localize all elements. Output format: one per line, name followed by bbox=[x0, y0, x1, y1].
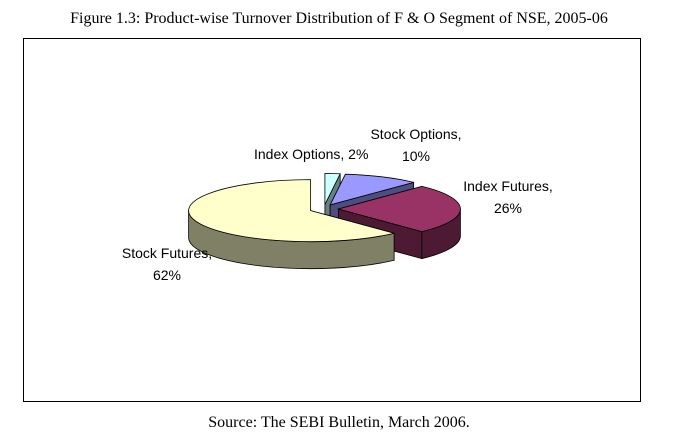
slice-label: 10% bbox=[402, 148, 430, 164]
slice-top-face bbox=[324, 173, 341, 205]
slice-label: Stock Options, bbox=[370, 126, 461, 142]
pie-slices bbox=[188, 173, 461, 270]
slice-label: 26% bbox=[494, 200, 522, 216]
slice-label: Stock Futures, bbox=[122, 245, 212, 261]
chart-area: Index Options, 2% Stock Options, 10% Index … bbox=[23, 38, 641, 402]
slice-top-face bbox=[336, 185, 461, 233]
slice-stock-futures bbox=[188, 179, 395, 270]
slice-label: Index Futures, bbox=[463, 178, 553, 194]
slice-label: Index Options, 2% bbox=[254, 146, 368, 162]
pie-chart: Index Options, 2%Stock Options, 10% Index … bbox=[122, 126, 553, 283]
slice-top-face bbox=[329, 173, 414, 206]
pie-labels: Index Options, 2%Stock Options, 10% Index … bbox=[122, 126, 553, 283]
figure-title: Figure 1.3: Product-wise Turnover Distri… bbox=[70, 10, 608, 27]
figure-source: Source: The SEBI Bulletin, March 2006. bbox=[208, 414, 470, 431]
slice-label: 62% bbox=[153, 267, 181, 283]
slice-top-face bbox=[188, 179, 395, 243]
